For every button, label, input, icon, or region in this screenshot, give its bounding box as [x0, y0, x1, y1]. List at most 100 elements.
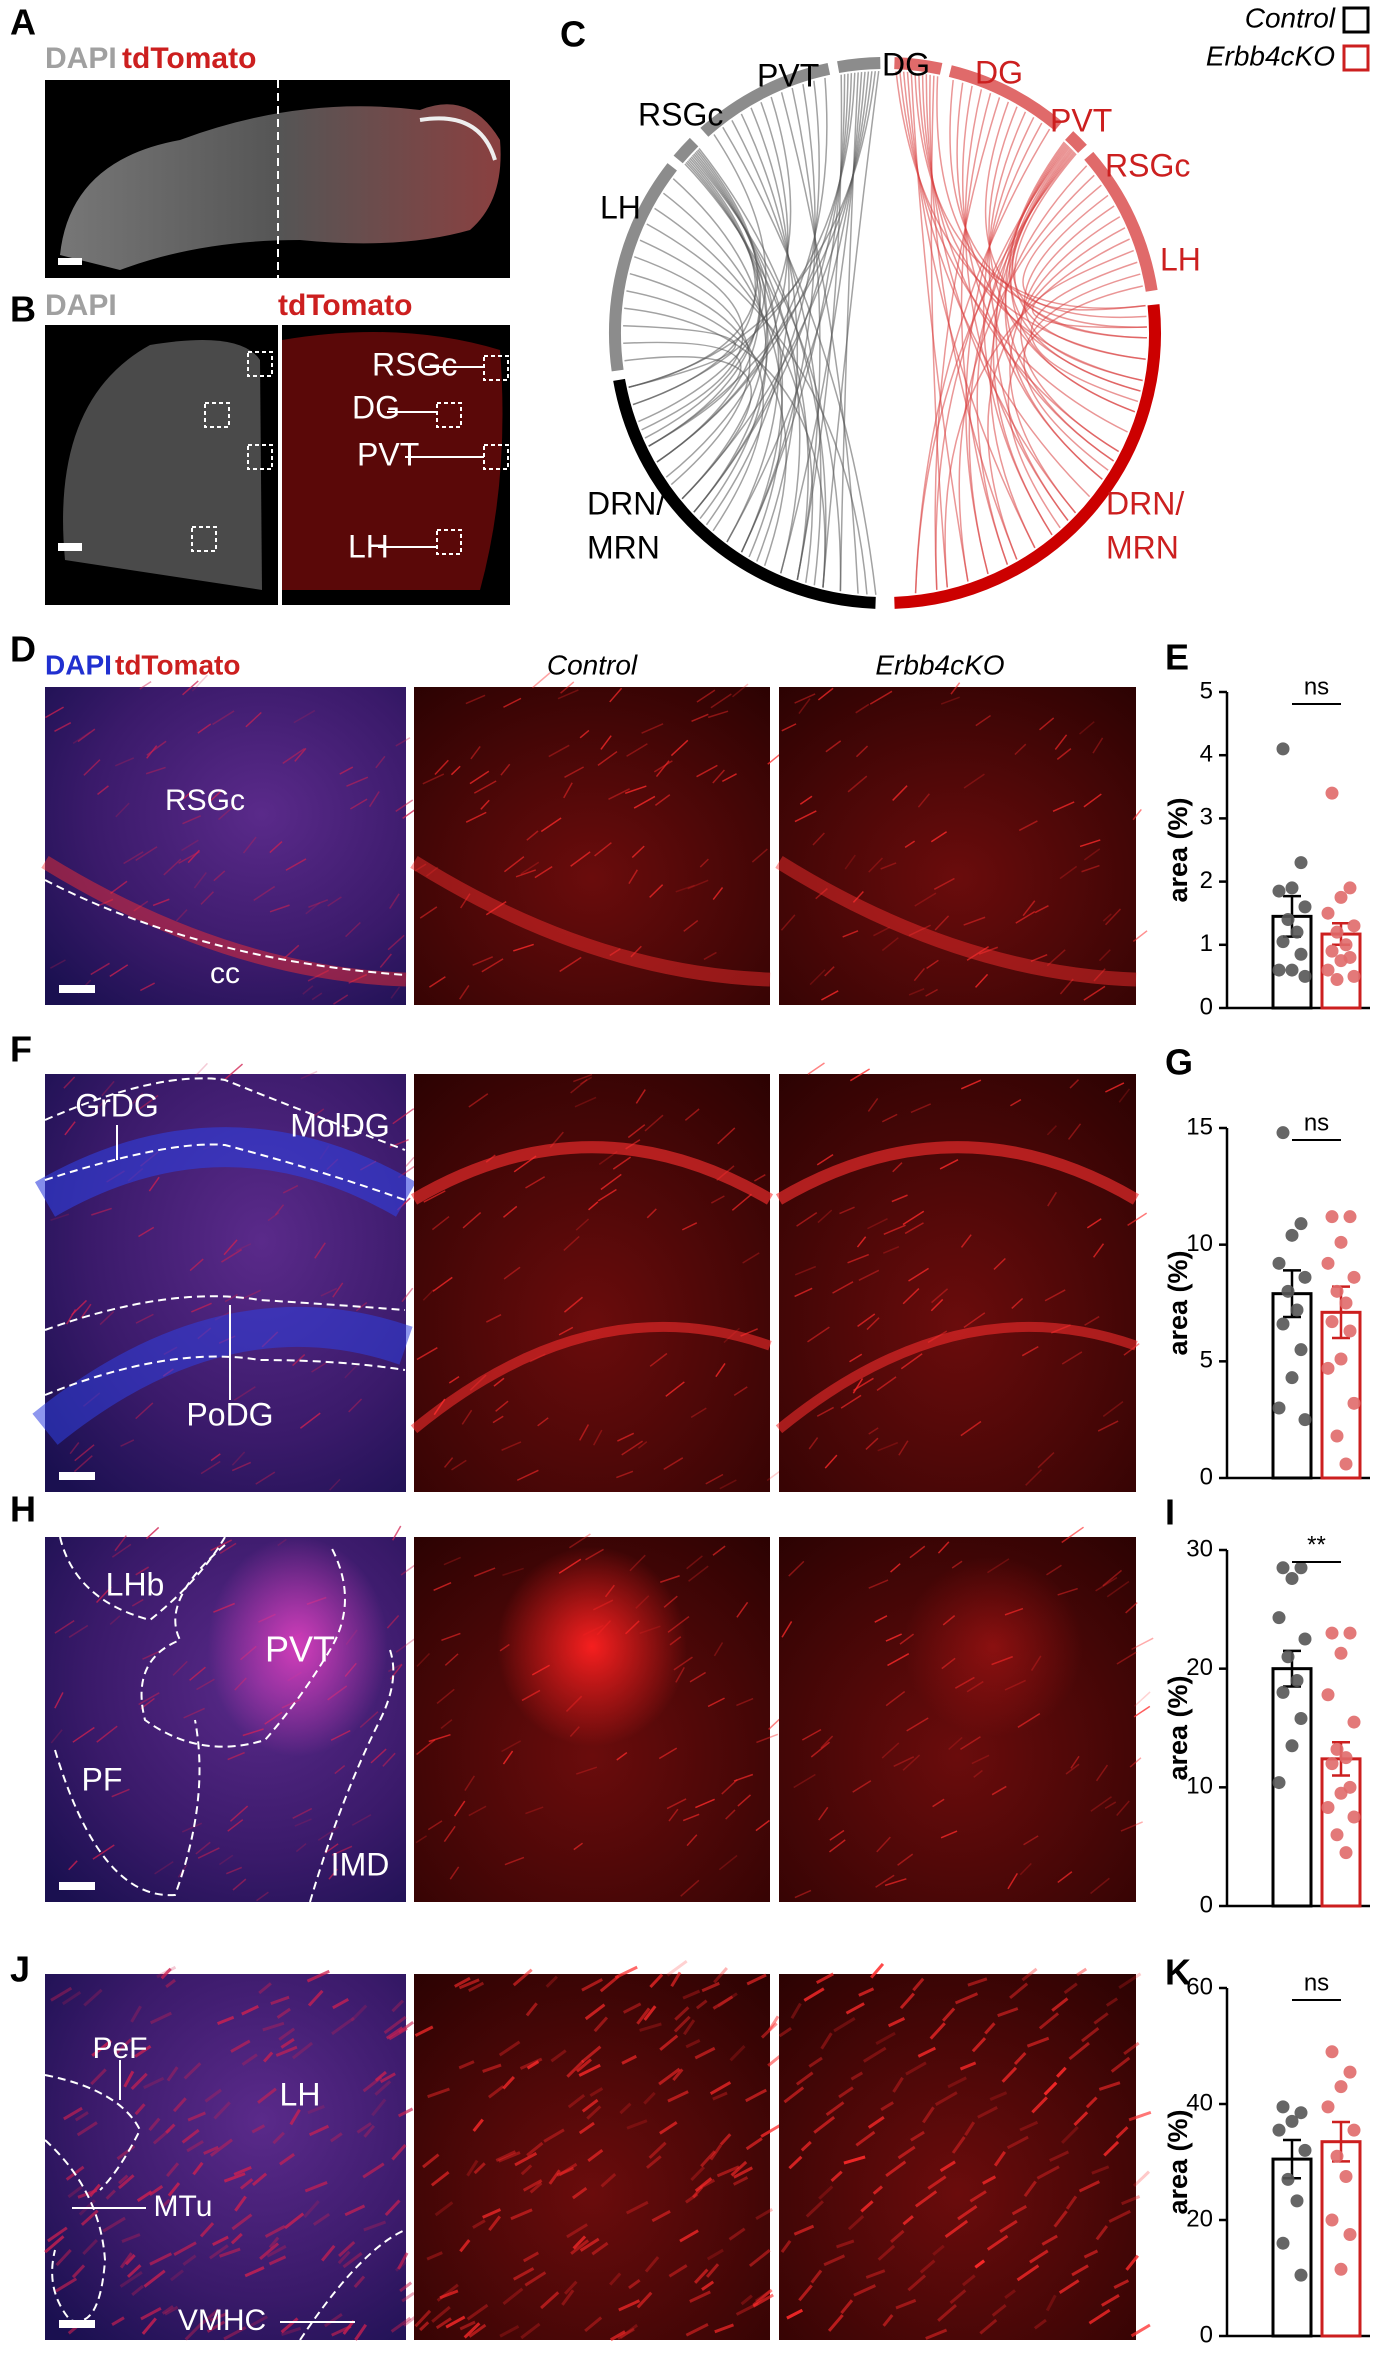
- fiber: [751, 848, 768, 863]
- fiber: [72, 731, 91, 745]
- fiber: [1132, 809, 1142, 821]
- region-label: DRN/: [1106, 485, 1184, 521]
- fiber: [97, 898, 114, 907]
- region-label: LH: [1160, 241, 1201, 277]
- fiber: [668, 2264, 688, 2278]
- fiber: [1018, 820, 1038, 832]
- fiber: [904, 840, 916, 848]
- fiber: [348, 973, 368, 984]
- fiber: [118, 2174, 129, 2185]
- fiber: [880, 862, 897, 870]
- fiber: [830, 2170, 843, 2183]
- fiber: [1125, 2254, 1139, 2271]
- fiber: [391, 1999, 405, 2013]
- fiber: [540, 2291, 560, 2310]
- fiber: [219, 1854, 234, 1866]
- fiber: [320, 1287, 338, 1297]
- fiber: [643, 2091, 656, 2105]
- fiber: [135, 1313, 154, 1324]
- panel-letter: J: [10, 1949, 30, 1990]
- fiber: [950, 682, 961, 695]
- fiber: [855, 703, 870, 714]
- fiber: [256, 1891, 269, 1902]
- fiber: [540, 817, 562, 833]
- fiber: [685, 2323, 709, 2337]
- chord: [1009, 216, 1121, 514]
- fiber: [1015, 910, 1036, 924]
- fiber: [1037, 1451, 1055, 1469]
- fiber: [441, 1632, 461, 1642]
- fiber: [898, 1440, 909, 1456]
- data-point: [1285, 1739, 1299, 1753]
- fiber: [674, 2006, 690, 2021]
- fiber: [91, 2039, 112, 2057]
- fiber: [612, 1156, 632, 1170]
- fiber: [387, 934, 405, 951]
- significance-label: ns: [1304, 673, 1329, 700]
- y-tick-label: 4: [1200, 741, 1213, 768]
- fiber: [427, 1820, 443, 1831]
- fiber: [458, 1978, 480, 1990]
- fiber: [284, 2212, 305, 2230]
- fiber: [824, 1454, 838, 1469]
- fiber: [160, 2198, 171, 2209]
- data-point: [1294, 1217, 1308, 1231]
- fiber: [534, 865, 553, 879]
- fiber: [1068, 2041, 1090, 2061]
- fiber: [223, 1063, 244, 1081]
- fiber: [308, 899, 329, 908]
- region-label: MRN: [587, 529, 660, 565]
- fiber: [339, 766, 354, 775]
- chord: [654, 207, 814, 583]
- fiber: [578, 2063, 601, 2077]
- fiber: [930, 831, 948, 843]
- fiber: [1010, 1098, 1022, 1107]
- fiber: [809, 969, 826, 986]
- fiber: [520, 2164, 533, 2176]
- fiber: [1110, 2056, 1131, 2073]
- fiber: [1046, 1125, 1057, 1136]
- fiber: [469, 770, 490, 785]
- fiber: [875, 2031, 896, 2045]
- chord: [638, 96, 792, 423]
- micrograph: [45, 1974, 406, 2340]
- fiber: [76, 2121, 98, 2137]
- fiber: [200, 891, 215, 905]
- chord-arc: [894, 57, 943, 75]
- fiber: [1007, 1872, 1018, 1890]
- fiber: [135, 846, 158, 862]
- fiber: [80, 1303, 92, 1319]
- region-label: PVT: [757, 57, 819, 93]
- fiber: [850, 2071, 864, 2081]
- fiber: [710, 1195, 725, 1204]
- region-label: PVT: [265, 1629, 335, 1670]
- fiber: [227, 1819, 244, 1832]
- y-tick-label: 40: [1186, 2089, 1213, 2116]
- region-outline: [44, 1355, 406, 1396]
- fiber: [755, 1819, 770, 1832]
- fiber: [223, 2172, 246, 2183]
- fiber: [948, 1736, 963, 1750]
- fiber: [239, 2178, 254, 2190]
- y-axis-label: area (%): [1163, 797, 1193, 902]
- fiber: [991, 1785, 1007, 1796]
- fiber: [64, 1121, 76, 1136]
- fiber: [1081, 2027, 1100, 2043]
- chord: [722, 126, 877, 595]
- data-point: [1294, 2106, 1308, 2120]
- fiber: [69, 1442, 80, 1455]
- fiber: [1025, 1469, 1043, 1486]
- fiber: [856, 1236, 867, 1248]
- fiber: [593, 1429, 603, 1446]
- fiber: [96, 1725, 118, 1743]
- fiber: [488, 2215, 502, 2232]
- fiber: [701, 2280, 715, 2291]
- fiber: [524, 2271, 547, 2287]
- layer: [34, 1127, 417, 1217]
- data-point: [1339, 2170, 1353, 2183]
- fiber: [210, 1539, 232, 1552]
- region-label: PeF: [92, 2032, 147, 2065]
- fiber: [525, 1176, 546, 1189]
- fiber: [912, 1977, 925, 1992]
- chord: [726, 71, 866, 543]
